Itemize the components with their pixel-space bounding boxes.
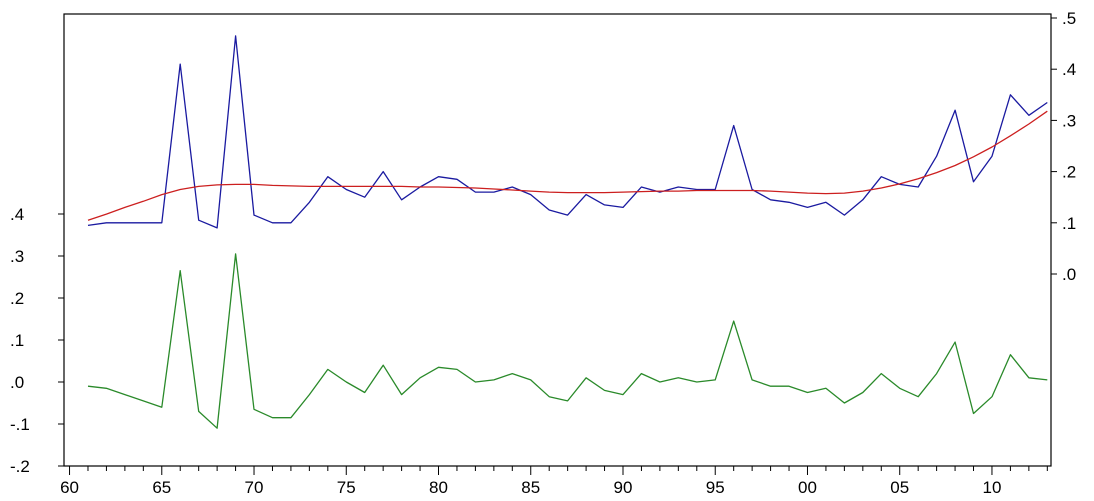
left-tick-label: .2: [10, 289, 24, 308]
right-tick-label: .4: [1062, 60, 1076, 79]
x-tick-label: 85: [521, 478, 540, 497]
left-tick-label: -.1: [10, 415, 30, 434]
right-tick-label: .0: [1062, 265, 1076, 284]
x-tick-label: 75: [337, 478, 356, 497]
plot-frame: [63, 13, 1052, 467]
left-tick-label: .3: [10, 247, 24, 266]
actual-series-line: [87, 35, 1048, 229]
trend-series-line: [87, 110, 1048, 221]
right-tick-label: .1: [1062, 214, 1076, 233]
x-tick-label: 70: [245, 478, 264, 497]
x-tick-label: 95: [706, 478, 725, 497]
x-tick-label: 60: [60, 478, 79, 497]
right-tick-label: .5: [1062, 9, 1076, 28]
left-tick-label: -.2: [10, 457, 30, 476]
x-tick-label: 10: [983, 478, 1002, 497]
left-tick-label: .1: [10, 331, 24, 350]
right-tick-label: .2: [1062, 163, 1076, 182]
left-tick-label: .4: [10, 205, 24, 224]
x-tick-label: 80: [429, 478, 448, 497]
x-tick-label: 90: [614, 478, 633, 497]
right-tick-label: .3: [1062, 111, 1076, 130]
series-layer: [87, 35, 1048, 429]
x-tick-label: 05: [890, 478, 909, 497]
x-tick-label: 65: [152, 478, 171, 497]
x-tick-label: 00: [798, 478, 817, 497]
left-axis-ticks: .4 .3 .2 .1 .0 -.1 -.2: [10, 205, 64, 476]
left-tick-label: .0: [10, 373, 24, 392]
cycle-series-line: [87, 253, 1048, 429]
x-axis-ticks: 60 65 70 75 80 85 90 95 00 05 10: [60, 466, 1048, 497]
right-axis-ticks: .5 .4 .3 .2 .1 .0: [1051, 9, 1076, 284]
